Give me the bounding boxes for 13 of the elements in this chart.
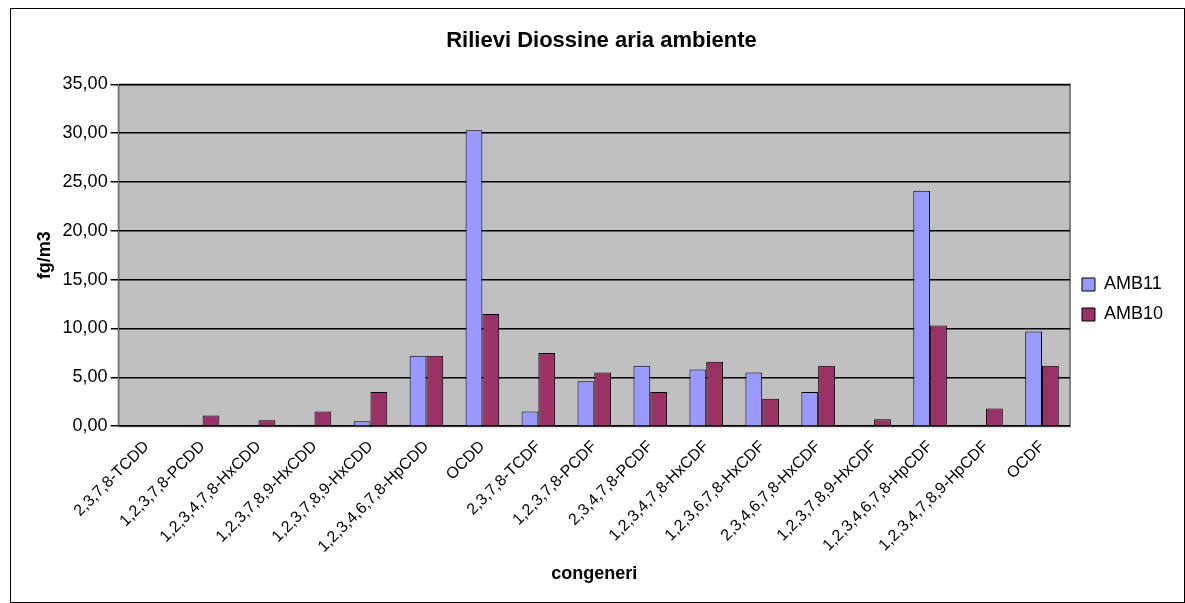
y-axis-title: fg/m3 [33,231,54,280]
x-axis-title: congeneri [551,563,638,584]
y-tick-label: 35,00 [62,73,108,94]
y-tick-label: 0,00 [72,415,108,436]
legend-label: AMB11 [1103,273,1162,294]
y-tick-label: 25,00 [62,171,108,192]
y-tick-label: 10,00 [62,317,108,338]
legend-label: AMB10 [1103,303,1163,324]
y-tick-label: 15,00 [62,268,108,289]
y-tick-label: 20,00 [62,219,108,240]
y-tick-label: 30,00 [62,122,108,143]
chart-title: Rilievi Diossine aria ambiente [446,27,757,53]
y-tick-label: 5,00 [72,366,108,387]
